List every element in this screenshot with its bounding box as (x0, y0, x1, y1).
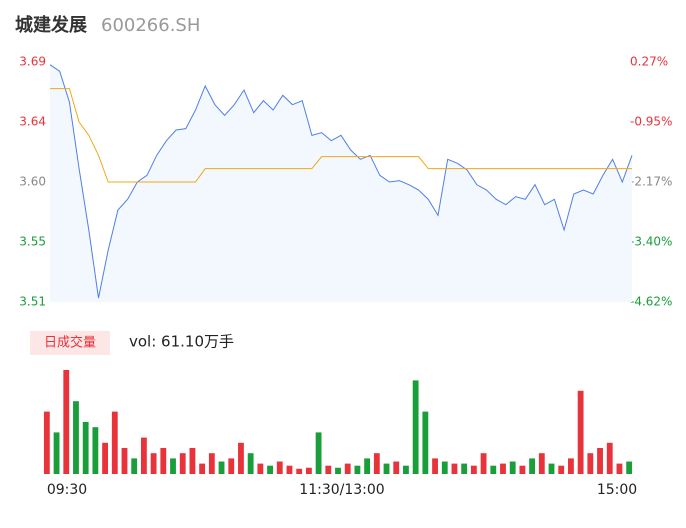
chart-title: 城建发展 (15, 14, 88, 36)
volume-bar (451, 463, 458, 474)
volume-bar (577, 390, 584, 474)
volume-bar (199, 463, 206, 474)
volume-bar (441, 461, 448, 474)
volume-tag-bg (30, 331, 110, 355)
volume-bar (500, 463, 506, 474)
volume-bar (509, 461, 516, 474)
volume-bar (393, 461, 400, 474)
volume-bar (160, 448, 167, 474)
volume-bar (228, 458, 235, 474)
volume-bar (403, 465, 409, 474)
volume-text: vol: 61.10万手 (129, 333, 234, 351)
volume-bar (286, 465, 293, 474)
volume-bar (218, 461, 225, 474)
volume-bar (432, 458, 438, 474)
volume-bar (315, 432, 322, 474)
volume-bar (422, 411, 429, 474)
volume-bar (111, 411, 118, 474)
price-area (50, 64, 632, 303)
volume-bar (140, 437, 147, 474)
volume-bar (558, 465, 565, 474)
volume-bar (63, 370, 70, 474)
volume-bar (247, 453, 254, 474)
volume-bar (519, 465, 526, 474)
average-line (50, 88, 632, 183)
volume-bar (150, 453, 157, 474)
y2-tick-label: -0.95% (630, 114, 672, 128)
y-tick-label: 3.69 (19, 55, 46, 69)
volume-bar (179, 453, 186, 474)
volume-bar (344, 463, 351, 474)
volume-bar (364, 458, 371, 474)
volume-bar (490, 465, 497, 474)
x-tick-label: 15:00 (597, 482, 637, 498)
volume-bar (568, 458, 574, 474)
y-tick-label: 3.55 (19, 235, 46, 249)
volume-bar (470, 465, 477, 474)
volume-bar (548, 463, 555, 474)
volume-bar (538, 453, 545, 474)
volume-bar (189, 448, 196, 474)
volume-bar (461, 463, 468, 474)
y2-tick-label: -3.40% (630, 235, 672, 249)
volume-bar (597, 448, 603, 474)
volume-bar (238, 442, 244, 474)
volume-bar (529, 458, 536, 474)
volume-bar (587, 453, 594, 474)
x-tick-label: 11:30/13:00 (299, 482, 384, 498)
price-line (49, 64, 633, 299)
y-tick-label: 3.51 (19, 295, 46, 309)
volume-bar (102, 442, 108, 474)
y2-tick-label: -4.62% (630, 295, 672, 309)
volume-tag: 日成交量 (44, 335, 96, 351)
volume-bar (305, 467, 312, 474)
y2-tick-label: -2.17% (630, 174, 672, 188)
volume-bar (626, 461, 633, 474)
volume-bar (131, 458, 138, 474)
y-tick-label: 3.60 (19, 175, 46, 189)
volume-bar (383, 463, 390, 474)
volume-bar (53, 432, 60, 474)
volume-bar (373, 453, 380, 474)
volume-bar (606, 442, 613, 474)
volume-bar (616, 463, 623, 474)
volume-bar (267, 465, 273, 474)
volume-bar (412, 380, 419, 474)
volume-bar (208, 453, 215, 474)
volume-bar (92, 427, 99, 474)
volume-bar (325, 465, 332, 474)
volume-bar (257, 463, 264, 474)
y2-tick-label: 0.27% (630, 55, 668, 69)
volume-bar (296, 468, 303, 474)
volume-bar (480, 453, 487, 474)
volume-bar (43, 411, 50, 474)
volume-bar (354, 465, 361, 474)
x-tick-label: 09:30 (47, 482, 87, 498)
volume-bar (335, 467, 341, 474)
volume-bar (121, 448, 128, 474)
chart-subtitle: 600266.SH (101, 15, 200, 36)
volume-bar (73, 401, 79, 474)
volume-bar (276, 461, 283, 474)
y-tick-label: 3.64 (19, 115, 46, 129)
volume-bar (82, 422, 89, 474)
volume-bar (170, 458, 176, 474)
